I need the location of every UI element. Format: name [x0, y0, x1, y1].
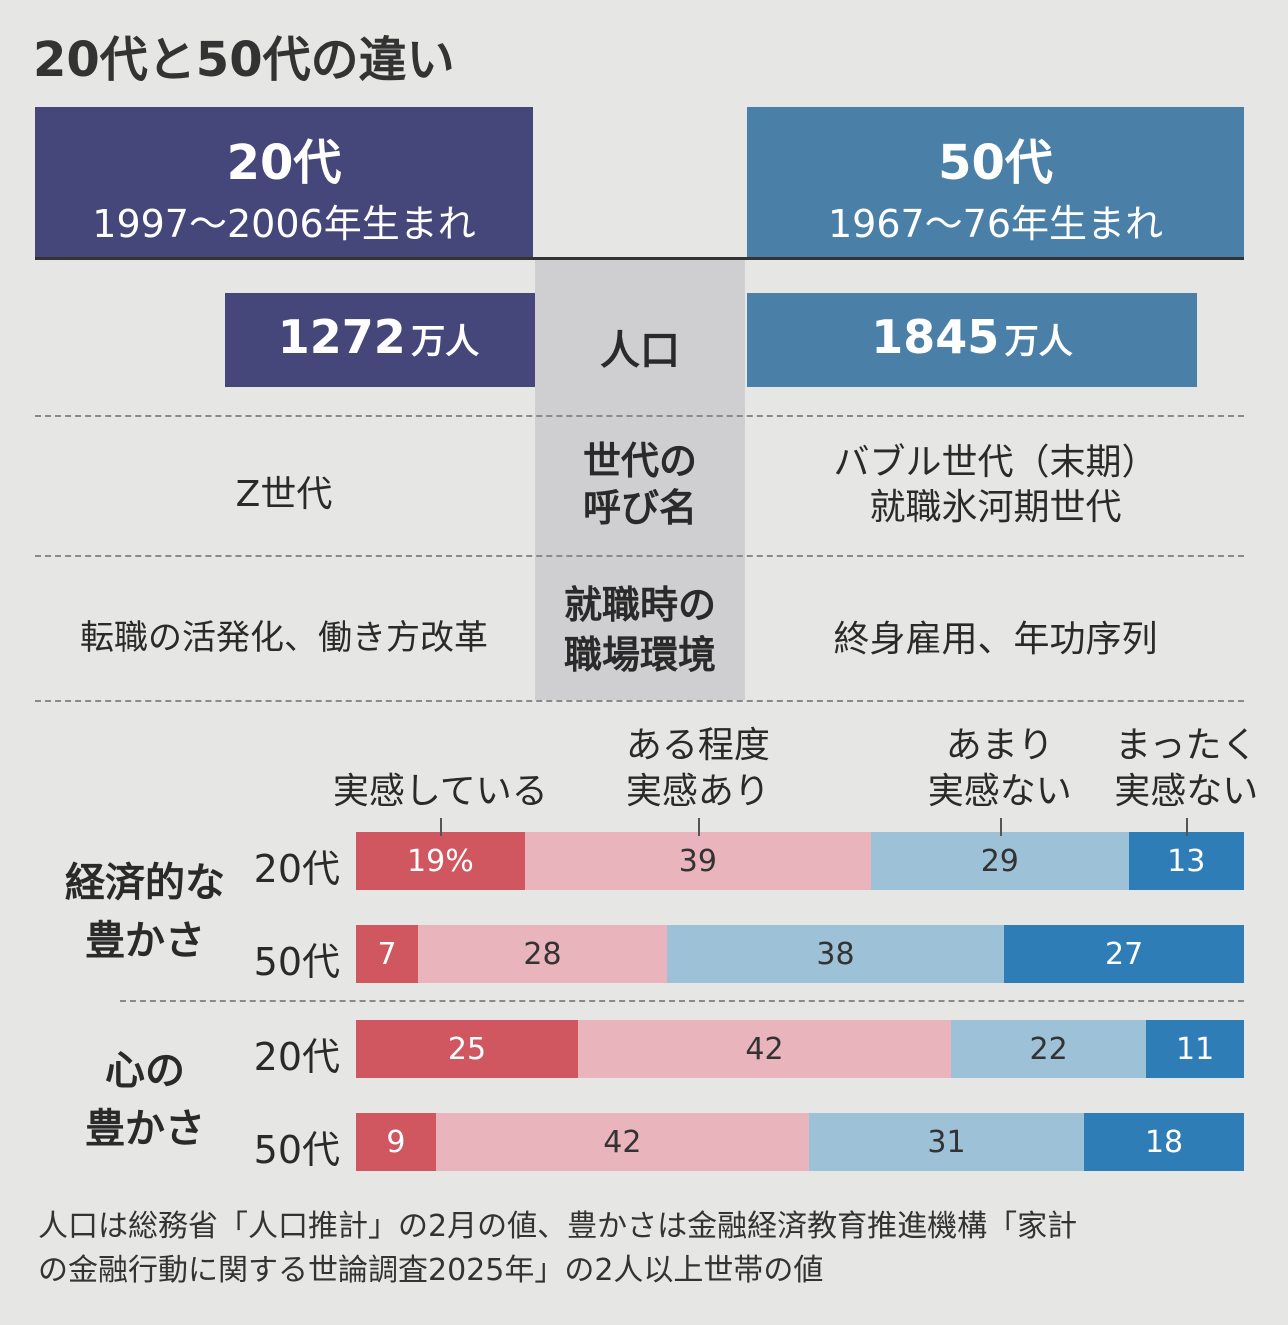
- value-label: 22: [1029, 1032, 1068, 1067]
- row-cell: 転職の活発化、働き方改革: [80, 618, 488, 658]
- bar-segment: [950, 1020, 1147, 1078]
- group-label: 心の 豊かさ: [85, 1048, 205, 1152]
- header-left: 20代 1997〜2006年生まれ: [35, 107, 533, 258]
- value-label: 19%: [407, 844, 474, 879]
- row-cell: 終身雇用、年功序列: [833, 619, 1158, 660]
- header-name: 50代: [938, 135, 1053, 191]
- value-label: 38: [816, 937, 855, 972]
- legend-label: まったく 実感ない: [1114, 725, 1259, 812]
- bar-segment: [1146, 1020, 1244, 1078]
- header-rule: [35, 257, 1244, 260]
- category-label: 20代: [253, 847, 340, 891]
- value-label: 28: [523, 937, 562, 972]
- value-label: 29: [980, 844, 1019, 879]
- divider: [35, 700, 1244, 702]
- population-label: 人口: [600, 328, 680, 374]
- value-label: 18: [1144, 1125, 1184, 1160]
- value-label: 27: [1105, 937, 1144, 972]
- population-bar: [224, 293, 535, 387]
- bar-segment: [356, 925, 419, 983]
- category-label: 50代: [253, 1128, 340, 1172]
- value-label: 25: [447, 1032, 487, 1067]
- center-column: [535, 260, 745, 700]
- population-value: 1845: [871, 310, 1000, 364]
- population-bar: [747, 293, 1198, 387]
- category-label: 50代: [253, 940, 340, 984]
- note: 人口は総務省「人口推計」の2月の値、豊かさは金融経済教育推進機構「家計 の金融行…: [38, 1209, 1078, 1288]
- bar-segment: [435, 1113, 809, 1171]
- bar-segment: [356, 1020, 578, 1078]
- value-label: 31: [927, 1125, 966, 1160]
- legend-tick: [999, 818, 1002, 836]
- value-label: 7: [377, 937, 397, 972]
- bar-segment: [871, 832, 1129, 890]
- bar-segment: [578, 1020, 951, 1078]
- value-label: 11: [1176, 1032, 1215, 1067]
- bar-segment: [1004, 925, 1244, 983]
- category-label: 20代: [253, 1035, 340, 1079]
- legend-label: ある程度 実感あり: [625, 725, 770, 812]
- population-unit: 万人: [411, 322, 480, 362]
- row-cell: Z世代: [235, 474, 333, 515]
- group-label: 経済的な 豊かさ: [65, 860, 225, 964]
- bar-segment: [356, 832, 525, 890]
- population-text: 1845 万人: [747, 310, 1197, 364]
- header-right: 50代 1967〜76年生まれ: [747, 107, 1244, 258]
- bar-segment: [1128, 832, 1244, 890]
- header-name: 20代: [226, 135, 342, 191]
- legend-tick: [1186, 818, 1189, 836]
- population-unit: 万人: [1004, 322, 1073, 362]
- divider: [35, 415, 1244, 417]
- bar-segment: [1084, 1113, 1244, 1171]
- bar-segment: [356, 1113, 436, 1171]
- population-text: 1272 万人: [222, 310, 535, 364]
- legend-tick: [440, 818, 443, 836]
- divider: [120, 1000, 1244, 1002]
- value-label: 42: [603, 1125, 642, 1160]
- bar-segment: [418, 925, 667, 983]
- row-label: 就職時の 職場環境: [563, 583, 716, 677]
- legend-label: あまり 実感ない: [927, 725, 1072, 812]
- value-label: 9: [386, 1125, 406, 1160]
- legend-tick: [697, 818, 700, 836]
- header-born: 1967〜76年生まれ: [827, 202, 1164, 246]
- legend-label: 実感している: [332, 771, 548, 812]
- bar-segment: [524, 832, 872, 890]
- value-label: 39: [678, 844, 717, 879]
- row-label: 世代の 呼び名: [582, 439, 697, 530]
- header-born: 1997〜2006年生まれ: [92, 202, 476, 246]
- bar-segment: [808, 1113, 1085, 1171]
- value-label: 13: [1167, 844, 1206, 879]
- divider: [35, 555, 1244, 557]
- row-cell: バブル世代（末期） 就職氷河期世代: [833, 442, 1158, 528]
- value-label: 42: [745, 1032, 784, 1067]
- title: 20代と50代の違い: [33, 32, 455, 88]
- population-value: 1272: [277, 310, 406, 364]
- bar-segment: [666, 925, 1005, 983]
